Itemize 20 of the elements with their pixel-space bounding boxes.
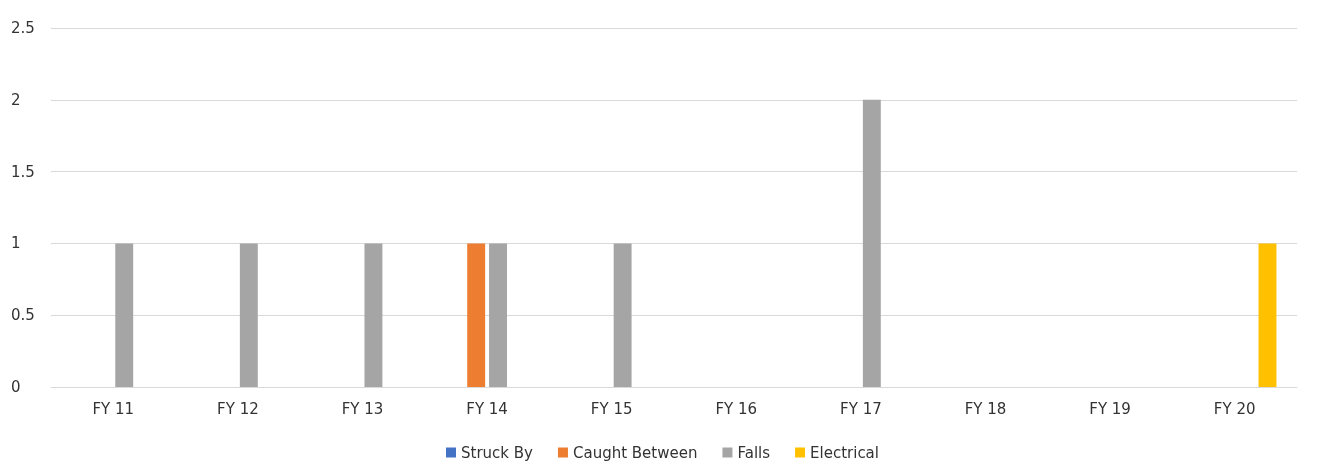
x-tick-label: FY 17 — [840, 399, 882, 418]
x-tick-label: FY 14 — [466, 399, 508, 418]
y-tick-label: 2.5 — [11, 19, 35, 37]
x-tick-label: FY 12 — [217, 399, 259, 418]
x-tick-label: FY 16 — [715, 399, 758, 418]
y-tick-label: 0 — [11, 378, 21, 396]
x-tick-label: FY 11 — [92, 399, 135, 418]
x-tick-label: FY 20 — [1213, 399, 1256, 418]
y-tick-label: 1 — [11, 234, 21, 253]
x-tick-label: FY 19 — [1089, 399, 1131, 418]
x-tick-label: FY 18 — [964, 399, 1007, 418]
legend-label: Falls — [737, 443, 771, 462]
legend-label: Electrical — [810, 443, 879, 462]
legend-label: Caught Between — [572, 443, 698, 462]
y-tick-label: 2 — [11, 90, 21, 109]
x-tick-label: FY 15 — [590, 399, 633, 418]
x-tick-label: FY 13 — [341, 399, 384, 418]
y-tick-label: 0.5 — [11, 306, 35, 325]
legend-label: Struck By — [461, 443, 534, 462]
y-tick-label: 1.5 — [11, 162, 35, 181]
